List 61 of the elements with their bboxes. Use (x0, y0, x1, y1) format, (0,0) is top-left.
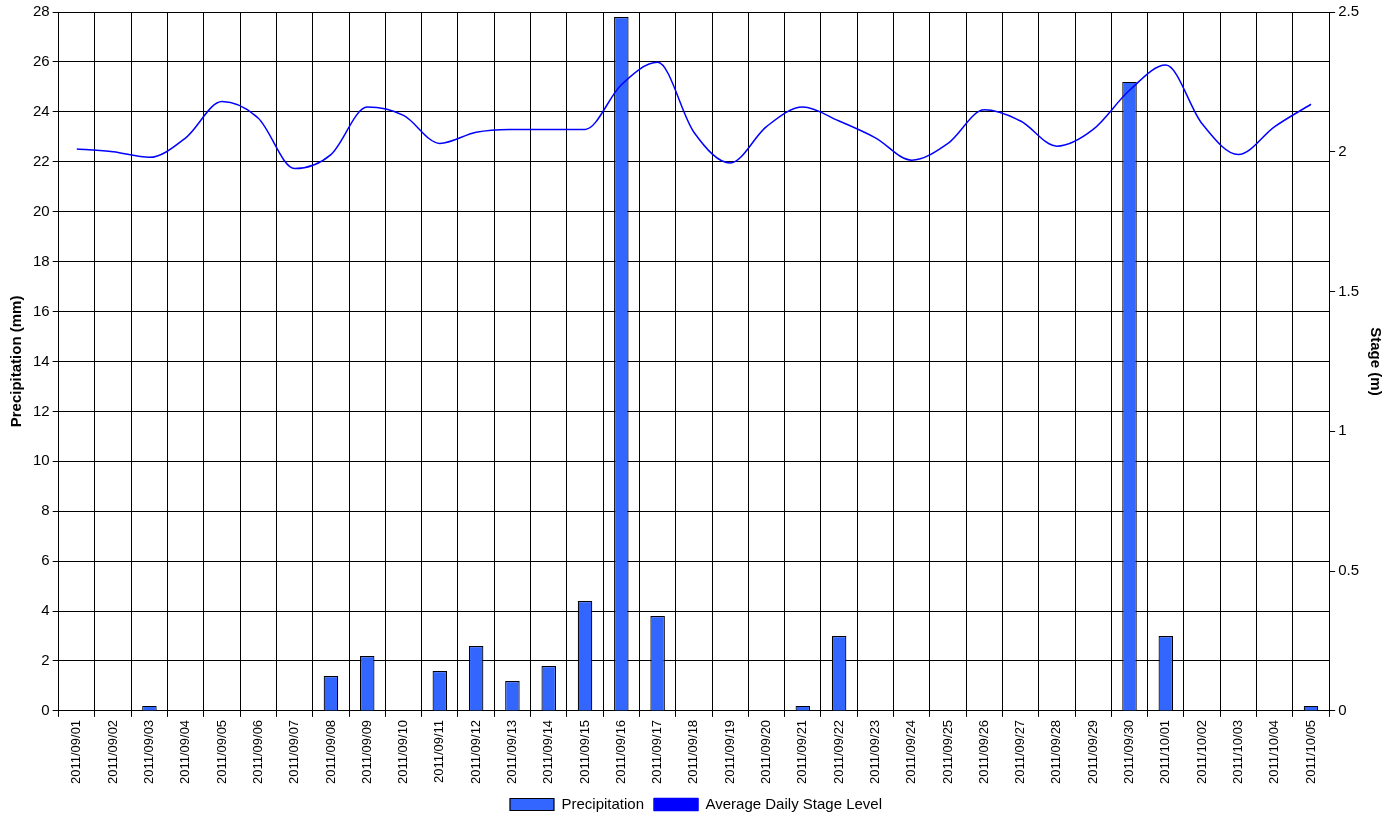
x-tick-label: 2011/09/27 (1012, 719, 1028, 785)
x-tick-label: 2011/09/26 (975, 719, 991, 785)
y2-tick-label: 0 (1338, 701, 1347, 719)
y-tick-label: 20 (33, 201, 50, 219)
y2-tick-label: 2 (1338, 141, 1347, 159)
y-tick-label: 22 (33, 151, 50, 169)
y-tick-label: 28 (33, 2, 50, 20)
x-tick-label: 2011/09/04 (177, 719, 193, 785)
x-tick-label: 2011/10/01 (1157, 719, 1173, 785)
y-tick-label: 10 (33, 451, 50, 469)
y2-tick-label: 1 (1338, 421, 1347, 439)
x-tick-label: 2011/09/15 (576, 719, 592, 785)
x-tick-label: 2011/09/09 (358, 719, 374, 785)
y-tick-label: 14 (33, 351, 50, 369)
y2-tick-label: 2.5 (1338, 2, 1360, 20)
line-series (76, 61, 1312, 170)
x-tick-label: 2011/09/19 (721, 719, 737, 785)
x-tick-label: 2011/09/21 (794, 719, 810, 785)
x-tick-label: 2011/10/02 (1193, 719, 1209, 785)
x-tick-label: 2011/10/04 (1266, 719, 1282, 785)
y-tick-label: 18 (33, 251, 50, 269)
y-tick-label: 4 (41, 601, 50, 619)
x-tick-label: 2011/09/02 (104, 719, 120, 785)
x-tick-label: 2011/09/13 (504, 719, 519, 785)
x-tick-label: 2011/09/06 (249, 719, 265, 785)
y-axis-title: Precipitation (mm) (7, 295, 25, 428)
x-tick-label: 2011/09/29 (1084, 719, 1100, 785)
y2-axis-title: Stage (m) (1367, 327, 1385, 396)
x-tick-label: 2011/09/07 (286, 719, 302, 785)
y2-tick-label: 0.5 (1338, 561, 1360, 579)
x-tick-label: 2011/09/22 (830, 719, 846, 785)
x-tick-label: 2011/09/20 (758, 719, 774, 785)
legend-label: Average Daily Stage Level (705, 794, 883, 812)
x-tick-label: 2011/09/03 (141, 719, 157, 785)
x-tick-label: 2011/09/23 (866, 719, 882, 785)
x-tick-label: 2011/09/25 (939, 719, 955, 785)
x-tick-label: 2011/09/24 (903, 719, 919, 785)
x-tick-label: 2011/09/28 (1048, 719, 1064, 785)
y-tick-label: 0 (41, 701, 50, 719)
x-tick-label: 2011/09/17 (649, 719, 665, 785)
x-tick-label: 2011/09/11 (431, 719, 447, 784)
x-tick-label: 2011/10/03 (1229, 719, 1245, 785)
x-tick-label: 2011/09/14 (540, 719, 556, 785)
x-tick-label: 2011/09/30 (1121, 719, 1137, 785)
y-tick-label: 8 (41, 501, 50, 519)
x-tick-label: 2011/09/10 (395, 719, 411, 785)
y2-tick-label: 1.5 (1338, 281, 1360, 299)
y-tick-label: 24 (33, 101, 50, 119)
y-tick-label: 6 (41, 551, 50, 569)
x-tick-label: 2011/09/18 (685, 719, 701, 785)
x-tick-label: 2011/10/05 (1302, 719, 1318, 785)
x-tick-label: 2011/09/16 (612, 719, 628, 785)
x-tick-label: 2011/09/05 (213, 719, 229, 785)
x-tick-label: 2011/09/01 (68, 719, 84, 785)
legend-label: Precipitation (561, 794, 645, 812)
y-tick-label: 2 (41, 651, 50, 669)
x-tick-label: 2011/09/08 (322, 719, 338, 785)
y-tick-label: 16 (33, 301, 50, 319)
y-tick-label: 12 (33, 401, 50, 419)
x-tick-label: 2011/09/12 (467, 719, 483, 785)
y-tick-label: 26 (33, 52, 50, 70)
